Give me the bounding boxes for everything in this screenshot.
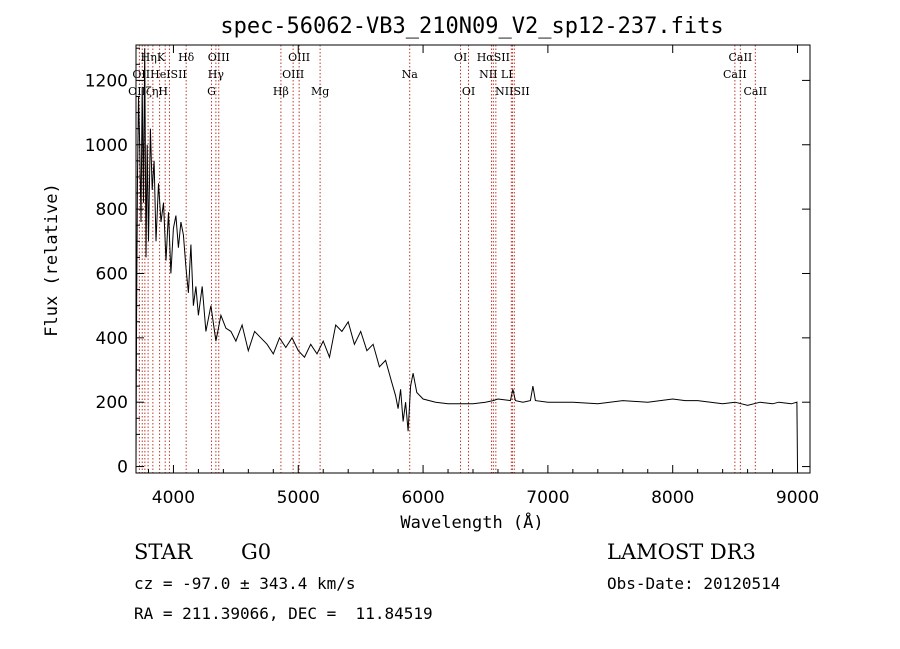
y-axis-ticks: 0 200 400 600 800 1000 1200 (85, 47, 810, 478)
spectral-line-label-18: NIISII (495, 85, 530, 98)
coordinates: RA = 211.39066, DEC = 11.84519 (134, 604, 433, 623)
x-axis-ticks: 4000 5000 6000 7000 8000 9000 (147, 45, 819, 508)
survey-name: LAMOST DR3 (607, 540, 756, 564)
spectral-line-label-2: OIII (208, 51, 230, 64)
object-class: STAR (134, 540, 193, 564)
plot-frame (135, 44, 811, 474)
spectral-line-label-17: OI (462, 85, 475, 98)
spectral-line-label-19: CaII (743, 85, 767, 98)
x-tick-label-4000: 4000 (152, 488, 195, 508)
chart-title: spec-56062-VB3_210N09_V2_sp12-237.fits (220, 14, 723, 39)
spectral-line-label-4: Na (402, 68, 419, 81)
spectral-line-label-11: NII LI (479, 68, 512, 81)
spectral-line-label-10: OIII (282, 68, 304, 81)
flux-series-line (135, 48, 798, 467)
spectral-line-label-9: Hγ (208, 68, 225, 81)
spectral-line-label-13: OIIζηH (128, 85, 168, 98)
y-tick-label-400: 400 (96, 329, 128, 349)
x-tick-label-5000: 5000 (277, 488, 320, 508)
spectral-line-label-3: OIII (288, 51, 310, 64)
y-tick-label-200: 200 (96, 393, 128, 413)
y-tick-label-800: 800 (96, 200, 128, 220)
x-tick-label-9000: 9000 (776, 488, 819, 508)
spectral-line-label-15: Hβ (273, 85, 289, 98)
spectral-line-label-14: G (207, 85, 216, 98)
redshift-velocity: cz = -97.0 ± 343.4 km/s (134, 574, 356, 593)
y-tick-label-1200: 1200 (85, 71, 128, 91)
spectral-line-markers (138, 45, 756, 473)
x-tick-label-8000: 8000 (651, 488, 694, 508)
spectral-line-label-0: HηK (141, 51, 166, 64)
spectral-line-label-6: HαSII (477, 51, 510, 64)
spectral-line-label-5: OI (454, 51, 467, 64)
x-tick-label-7000: 7000 (526, 488, 569, 508)
y-tick-label-1000: 1000 (85, 136, 128, 156)
spectral-line-label-12: CaII (723, 68, 747, 81)
spectral-line-label-8: OIIHeISII (132, 68, 186, 81)
y-tick-label-0: 0 (117, 458, 128, 478)
spectral-line-label-7: CaII (729, 51, 753, 64)
y-axis-label: Flux (relative) (42, 183, 62, 337)
spectral-line-label-1: Hδ (178, 51, 195, 64)
observation-date: Obs-Date: 20120514 (607, 574, 781, 593)
spectral-line-label-16: Mg (311, 85, 329, 98)
y-tick-label-600: 600 (96, 264, 128, 284)
spectral-line-labels: HηK Hδ OIII OIII Na OI HαSII CaII OIIHeISII Hγ OII… (128, 51, 767, 98)
object-subclass: G0 (241, 540, 272, 564)
x-tick-label-6000: 6000 (401, 488, 444, 508)
x-axis-label: Wavelength (Å) (400, 511, 543, 533)
